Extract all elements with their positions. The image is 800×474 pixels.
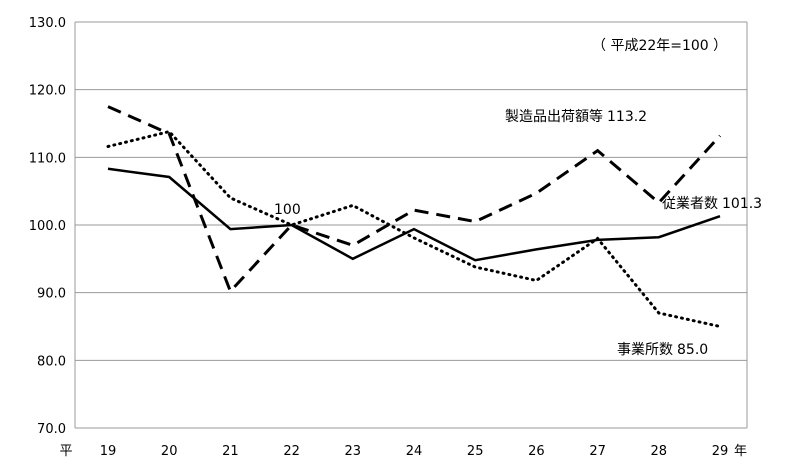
series-label-employees: 従業者数 [662, 196, 718, 212]
base-year-note: （ 平成22年=100 ） [592, 38, 727, 54]
y-tick-label: 110.0 [29, 151, 66, 166]
x-axis-tick-labels: 平 19 20 21 22 23 24 25 26 27 28 29 年 [59, 444, 747, 459]
series-value-employees: 101.3 [722, 196, 762, 212]
x-tick-label: 20 [161, 444, 178, 459]
series-label-shipments: 製造品出荷額等 [505, 108, 603, 125]
x-tick-label: 19 [100, 444, 117, 459]
series-line-employees [107, 167, 721, 262]
x-axis-prefix: 平 [59, 444, 72, 459]
x-tick-label: 28 [651, 444, 668, 459]
y-axis-tick-labels: 70.0 80.0 90.0 100.0 110.0 120.0 130.0 [29, 16, 66, 437]
series-value-shipments: 113.2 [607, 109, 647, 125]
x-tick-label: 23 [345, 444, 362, 459]
y-tick-label: 100.0 [29, 219, 66, 234]
grid-lines [74, 21, 748, 429]
y-tick-label: 80.0 [37, 354, 66, 369]
series-label-establishments: 事業所数 [617, 342, 673, 358]
x-tick-label: 27 [589, 444, 606, 459]
series-line-establishments [106, 129, 722, 328]
base-value-annotation: 100 [274, 202, 301, 218]
y-tick-label: 130.0 [29, 16, 66, 31]
x-tick-label: 21 [222, 444, 239, 459]
series-line-shipments [107, 105, 722, 295]
x-tick-label: 26 [528, 444, 545, 459]
x-axis-suffix: 年 [734, 444, 747, 459]
series-value-establishments: 85.0 [677, 342, 708, 358]
series-lines [106, 105, 722, 328]
x-tick-label: 22 [283, 444, 300, 459]
x-tick-label: 29 [712, 444, 729, 459]
y-tick-label: 120.0 [29, 84, 66, 99]
x-tick-label: 25 [467, 444, 484, 459]
x-tick-label: 24 [406, 444, 423, 459]
y-tick-label: 90.0 [37, 287, 66, 302]
y-tick-label: 70.0 [37, 422, 66, 437]
